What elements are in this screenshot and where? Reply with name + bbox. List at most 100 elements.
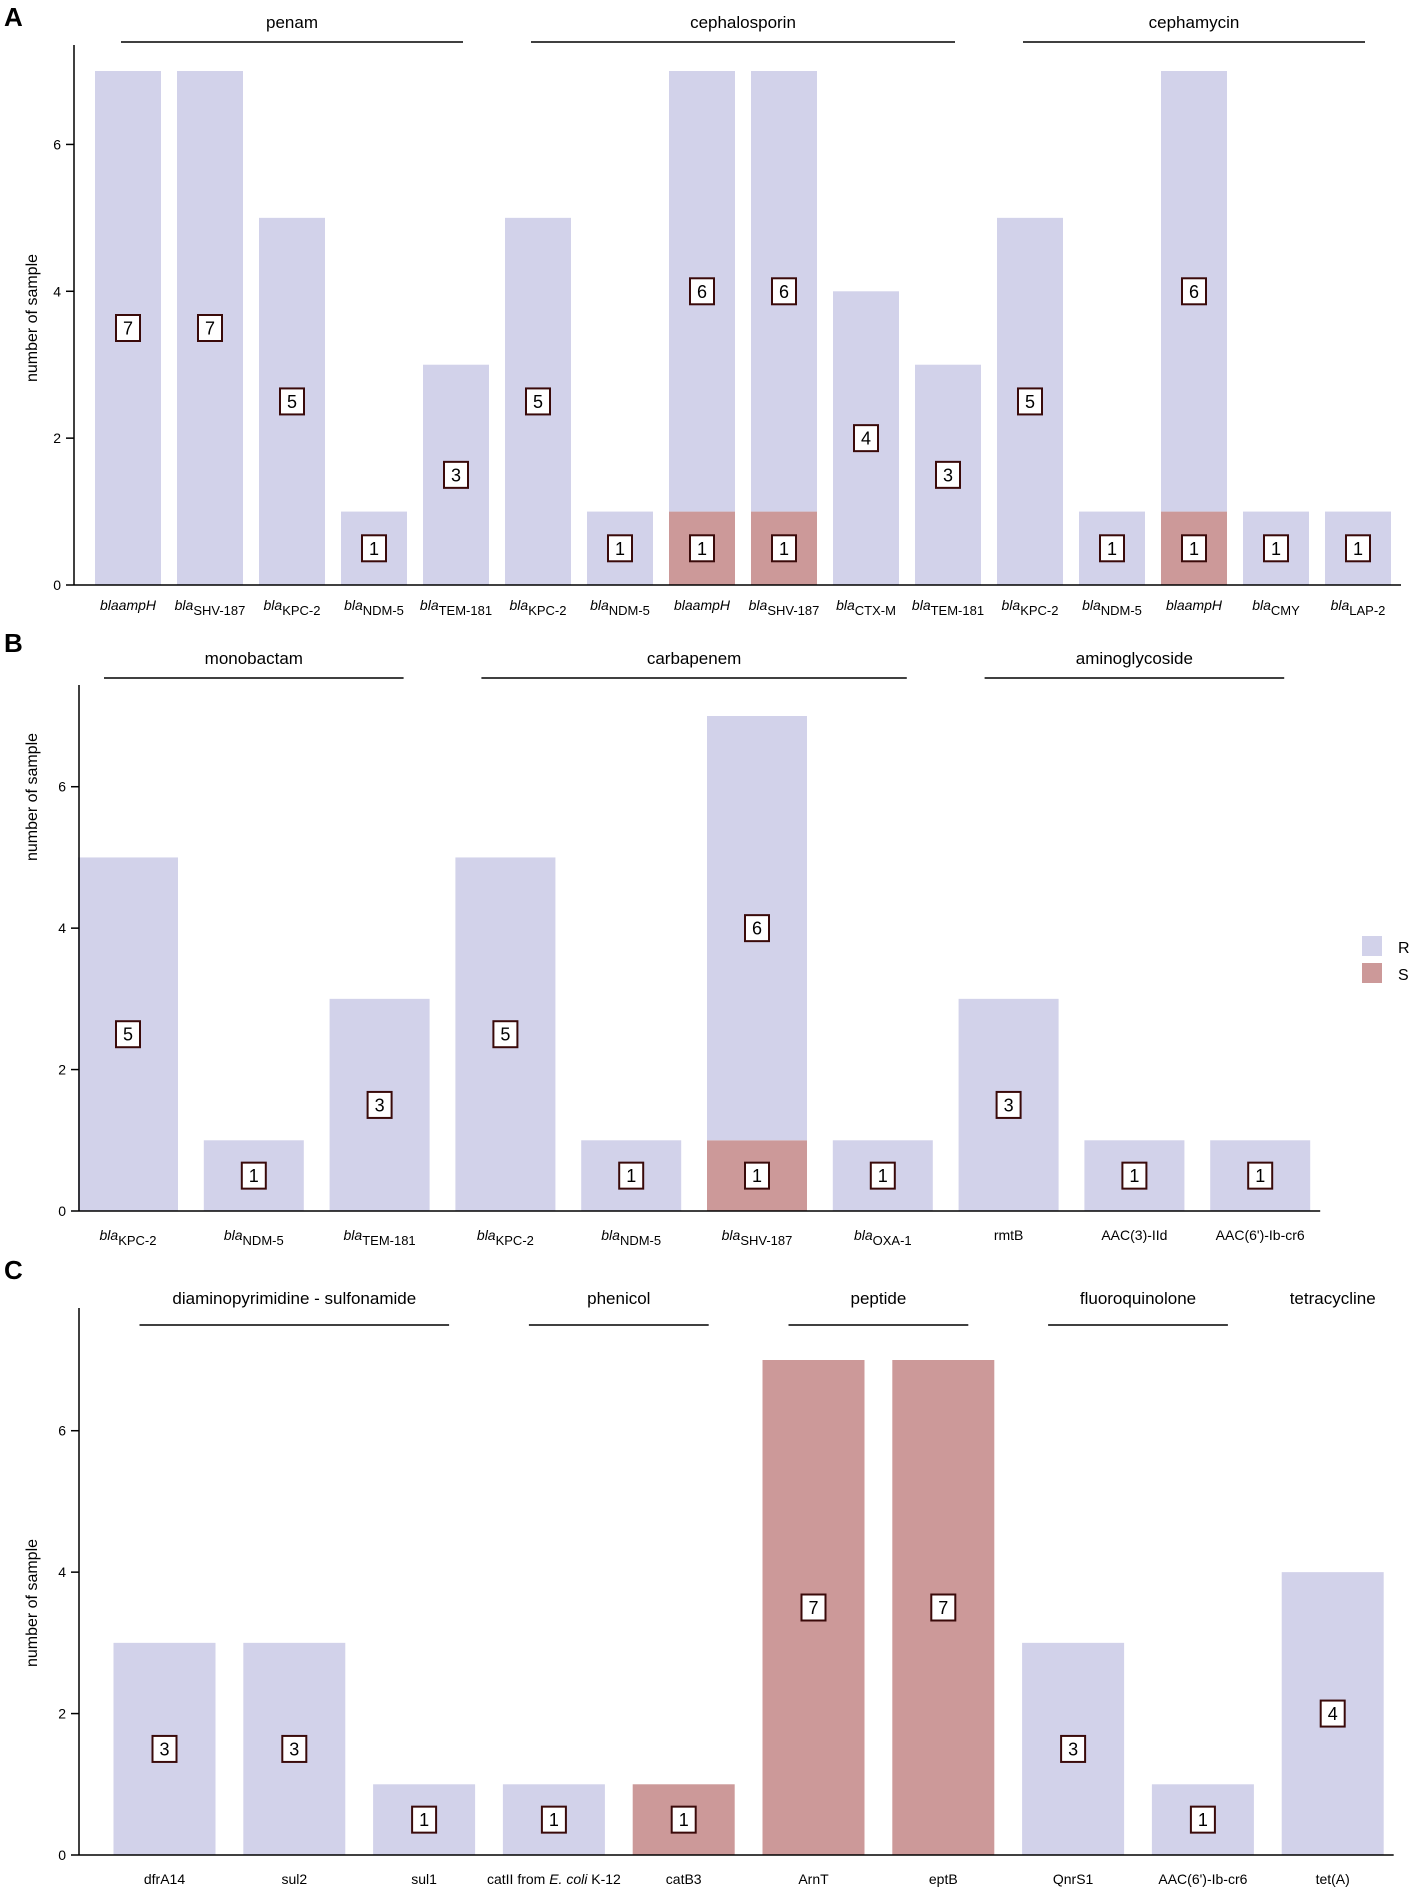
x-tick-label-a-6: blaNDM-5 [590, 597, 650, 618]
value-label-r-c-2: 1 [419, 1810, 429, 1830]
value-label-r-a-9: 4 [861, 429, 871, 449]
x-tick-label-b-1: blaNDM-5 [224, 1227, 284, 1248]
y-tick-label-a-6: 6 [53, 136, 61, 152]
legend-label-r: R [1398, 940, 1410, 957]
x-tick-label-a-4: blaTEM-181 [420, 597, 492, 618]
value-label-box-r-c-2 [411, 1805, 438, 1834]
value-label-r-a-15: 1 [1353, 539, 1363, 559]
x-tick-label-a-15: blaLAP-2 [1331, 597, 1386, 618]
value-label-box-r-c-9 [1319, 1699, 1346, 1728]
value-label-box-r-c-8 [1189, 1805, 1216, 1834]
y-tick-label-b-4: 4 [58, 920, 66, 936]
value-label-s-a-13: 1 [1189, 539, 1199, 559]
panel-b-axes [78, 685, 1321, 1212]
panel-c-axes [78, 1308, 1394, 1856]
value-label-box-r-b-7 [995, 1090, 1022, 1119]
value-label-box-r-a-12 [1099, 534, 1125, 563]
x-tick-label-c-9: tet(A) [1316, 1871, 1350, 1887]
value-label-box-r-a-5 [525, 387, 551, 416]
value-label-s-a-8: 1 [779, 539, 789, 559]
value-label-r-b-7: 3 [1004, 1095, 1014, 1115]
value-label-r-b-4: 1 [626, 1166, 636, 1186]
value-label-box-r-a-7 [689, 277, 715, 306]
value-label-r-a-8: 6 [779, 282, 789, 302]
x-tick-label-a-1: blaSHV-187 [175, 597, 246, 618]
value-label-r-b-3: 5 [500, 1025, 510, 1045]
legend-label-s: S [1398, 967, 1409, 984]
value-label-r-c-9: 4 [1328, 1704, 1338, 1724]
x-tick-label-a-13: blaampH [1166, 597, 1223, 613]
value-label-r-b-1: 1 [249, 1166, 259, 1186]
legend-swatch-s [1362, 963, 1382, 983]
x-tick-label-a-2: blaKPC-2 [264, 597, 321, 618]
value-label-box-s-c-4 [670, 1805, 697, 1834]
value-label-s-c-5: 7 [808, 1598, 818, 1618]
value-label-box-s-a-7 [689, 534, 715, 563]
value-label-r-a-12: 1 [1107, 539, 1117, 559]
y-tick-label-b-0: 0 [58, 1203, 66, 1219]
value-label-s-c-6: 7 [938, 1598, 948, 1618]
x-tick-label-c-0: dfrA14 [144, 1871, 185, 1887]
value-label-box-r-b-2 [366, 1090, 393, 1119]
value-label-box-r-b-0 [115, 1020, 141, 1049]
panel-a-y-ticks: 0 2 4 6 [53, 136, 74, 593]
group-label-a-0: penam [266, 13, 318, 32]
x-tick-label-a-0: blaampH [100, 597, 157, 613]
x-tick-label-c-5: ArnT [798, 1871, 829, 1887]
y-tick-label-c-2: 2 [58, 1706, 66, 1722]
x-tick-label-a-11: blaKPC-2 [1002, 597, 1059, 618]
panel-c-group-brackets: diaminopyrimidine - sulfonamide phenicol p… [139, 1289, 1376, 1326]
y-tick-label-c-4: 4 [58, 1564, 66, 1580]
value-label-box-r-a-10 [935, 460, 961, 489]
panel-a-group-brackets: penam cephalosporin cephamycin [121, 13, 1365, 43]
panel-b-ylabel: number of sample [24, 733, 41, 861]
value-label-box-r-a-13 [1181, 277, 1207, 306]
x-tick-label-b-5: blaSHV-187 [722, 1227, 793, 1248]
value-label-r-a-1: 7 [205, 319, 215, 339]
value-label-r-a-7: 6 [697, 282, 707, 302]
x-tick-label-c-8: AAC(6')-Ib-cr6 [1158, 1871, 1247, 1887]
value-label-r-b-9: 1 [1255, 1166, 1265, 1186]
value-label-box-r-b-6 [869, 1161, 896, 1190]
y-tick-label-a-4: 4 [53, 283, 61, 299]
value-label-box-r-a-15 [1345, 534, 1371, 563]
panel-c-letter: C [4, 1255, 23, 1285]
value-label-box-r-b-8 [1121, 1161, 1148, 1190]
value-label-r-c-1: 3 [289, 1739, 299, 1759]
value-label-r-a-14: 1 [1271, 539, 1281, 559]
x-tick-label-c-4: catB3 [666, 1871, 702, 1887]
group-label-b-1: carbapenem [647, 649, 742, 668]
panel-a-x-tick-labels: blaampH blaSHV-187 blaKPC-2 blaNDM-5 blaTEM-… [100, 597, 1385, 618]
value-label-box-r-a-1 [197, 314, 223, 342]
value-label-box-r-c-0 [151, 1734, 178, 1763]
value-label-box-r-b-1 [240, 1161, 267, 1190]
value-label-box-s-a-13 [1181, 534, 1207, 563]
value-label-box-r-a-3 [361, 534, 387, 563]
panel-b-group-brackets: monobactam carbapenem aminoglycoside [104, 649, 1285, 679]
x-tick-label-a-10: blaTEM-181 [912, 597, 984, 618]
x-tick-label-c-6: eptB [929, 1871, 958, 1887]
x-tick-label-b-3: blaKPC-2 [477, 1227, 534, 1248]
x-tick-label-b-8: AAC(3)-IId [1101, 1227, 1167, 1243]
value-label-s-a-7: 1 [697, 539, 707, 559]
y-tick-label-b-2: 2 [58, 1062, 66, 1078]
value-label-r-a-6: 1 [615, 539, 625, 559]
panel-c-ylabel: number of sample [24, 1539, 41, 1667]
panel-c: C number of sample 3 3 1 1 1 7 7 3 1 4 0 2 4 6 dfrA1… [4, 1255, 1394, 1887]
value-label-r-b-0: 5 [123, 1025, 133, 1045]
x-tick-label-a-7: blaampH [674, 597, 731, 613]
x-tick-label-b-9: AAC(6')-Ib-cr6 [1216, 1227, 1305, 1243]
value-label-box-r-b-3 [492, 1020, 519, 1049]
legend-swatch-r [1362, 936, 1382, 956]
value-label-box-r-a-11 [1017, 387, 1043, 416]
x-tick-label-b-2: blaTEM-181 [344, 1227, 416, 1248]
group-label-c-0: diaminopyrimidine - sulfonamide [172, 1289, 416, 1308]
group-label-a-1: cephalosporin [690, 13, 796, 32]
group-label-c-2: peptide [851, 1289, 907, 1308]
y-tick-label-b-6: 6 [58, 779, 66, 795]
panel-a-axes [73, 45, 1401, 586]
x-tick-label-a-8: blaSHV-187 [749, 597, 820, 618]
